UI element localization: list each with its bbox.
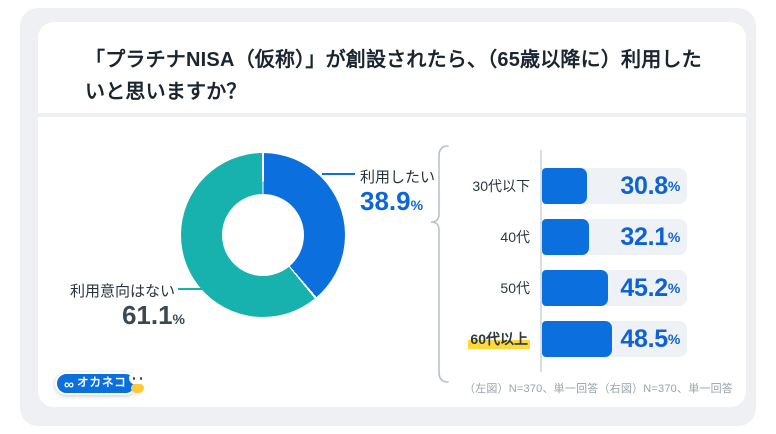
bar-track: 30.8% bbox=[542, 168, 687, 204]
bar-fill bbox=[542, 219, 589, 255]
bar-label-text-highlighted: 60代以上 bbox=[468, 329, 530, 349]
infographic-card: 「プラチナNISA（仮称）」が創設されたら、（65歳以降に）利用したいと思います… bbox=[38, 22, 746, 407]
okaneko-logo: ∞ オカネコ bbox=[55, 367, 148, 395]
bar-value-number: 48.5 bbox=[620, 324, 668, 353]
bar-value-unit: % bbox=[667, 178, 680, 194]
bar-value-number: 32.1 bbox=[620, 222, 668, 251]
bar-value: 32.1% bbox=[620, 219, 680, 255]
bar-label: 60代以上 bbox=[338, 321, 530, 357]
bar-row-highlighted: 60代以上 48.5% bbox=[38, 321, 746, 357]
bar-track: 45.2% bbox=[542, 270, 687, 306]
donut-label-no: 利用意向はない bbox=[69, 283, 175, 300]
bar-label: 40代 bbox=[338, 219, 530, 255]
outer-panel: 「プラチナNISA（仮称）」が創設されたら、（65歳以降に）利用したいと思います… bbox=[20, 8, 756, 426]
bar-value-number: 45.2 bbox=[620, 273, 668, 302]
title-divider bbox=[38, 113, 746, 117]
donut-value-no: 61.1% bbox=[58, 300, 185, 331]
donut-chart bbox=[181, 153, 345, 317]
bar-value-unit: % bbox=[667, 229, 680, 245]
bar-fill bbox=[542, 270, 608, 306]
bar-label: 30代以下 bbox=[338, 168, 530, 204]
page-title: 「プラチナNISA（仮称）」が創設されたら、（65歳以降に）利用したいと思います… bbox=[85, 49, 702, 103]
bar-track: 48.5% bbox=[542, 321, 687, 357]
bar-label-text: 30代以下 bbox=[472, 178, 530, 194]
donut-label-want: 利用したい bbox=[360, 169, 436, 186]
bar-label-text: 50代 bbox=[500, 280, 530, 296]
donut-value-want: 38.9% bbox=[360, 186, 423, 217]
bar-row: 30代以下 30.8% bbox=[38, 168, 746, 204]
donut-value-want-number: 38.9 bbox=[360, 186, 411, 216]
donut-value-want-unit: % bbox=[410, 197, 424, 213]
bar-label-text: 40代 bbox=[500, 229, 530, 245]
bar-track: 32.1% bbox=[542, 219, 687, 255]
bar-fill bbox=[542, 321, 613, 357]
donut-value-no-unit: % bbox=[172, 311, 185, 327]
cat-mascot-icon bbox=[128, 367, 150, 395]
bar-value-unit: % bbox=[667, 331, 680, 347]
bar-row: 50代 45.2% bbox=[38, 270, 746, 306]
bar-value-unit: % bbox=[667, 280, 680, 296]
sample-size-footnote: （左図）N=370、単一回答（右図）N=370、単一回答 bbox=[463, 383, 733, 395]
bar-value: 30.8% bbox=[620, 168, 680, 204]
title-block: 「プラチナNISA（仮称）」が創設されたら、（65歳以降に）利用したいと思います… bbox=[38, 22, 746, 113]
bar-label: 50代 bbox=[338, 270, 530, 306]
donut-hole bbox=[222, 194, 304, 276]
bar-fill bbox=[542, 168, 587, 204]
logo-brand-text: オカネコ bbox=[76, 376, 127, 389]
bar-axis-line bbox=[540, 150, 542, 372]
infinity-icon: ∞ bbox=[64, 375, 74, 392]
curly-brace bbox=[430, 145, 449, 383]
bar-value: 48.5% bbox=[620, 321, 680, 357]
donut-value-no-number: 61.1 bbox=[121, 300, 173, 330]
leader-line-want bbox=[322, 173, 355, 175]
bar-value: 45.2% bbox=[620, 270, 680, 306]
bar-row: 40代 32.1% bbox=[38, 219, 746, 255]
bar-value-number: 30.8 bbox=[620, 171, 668, 200]
